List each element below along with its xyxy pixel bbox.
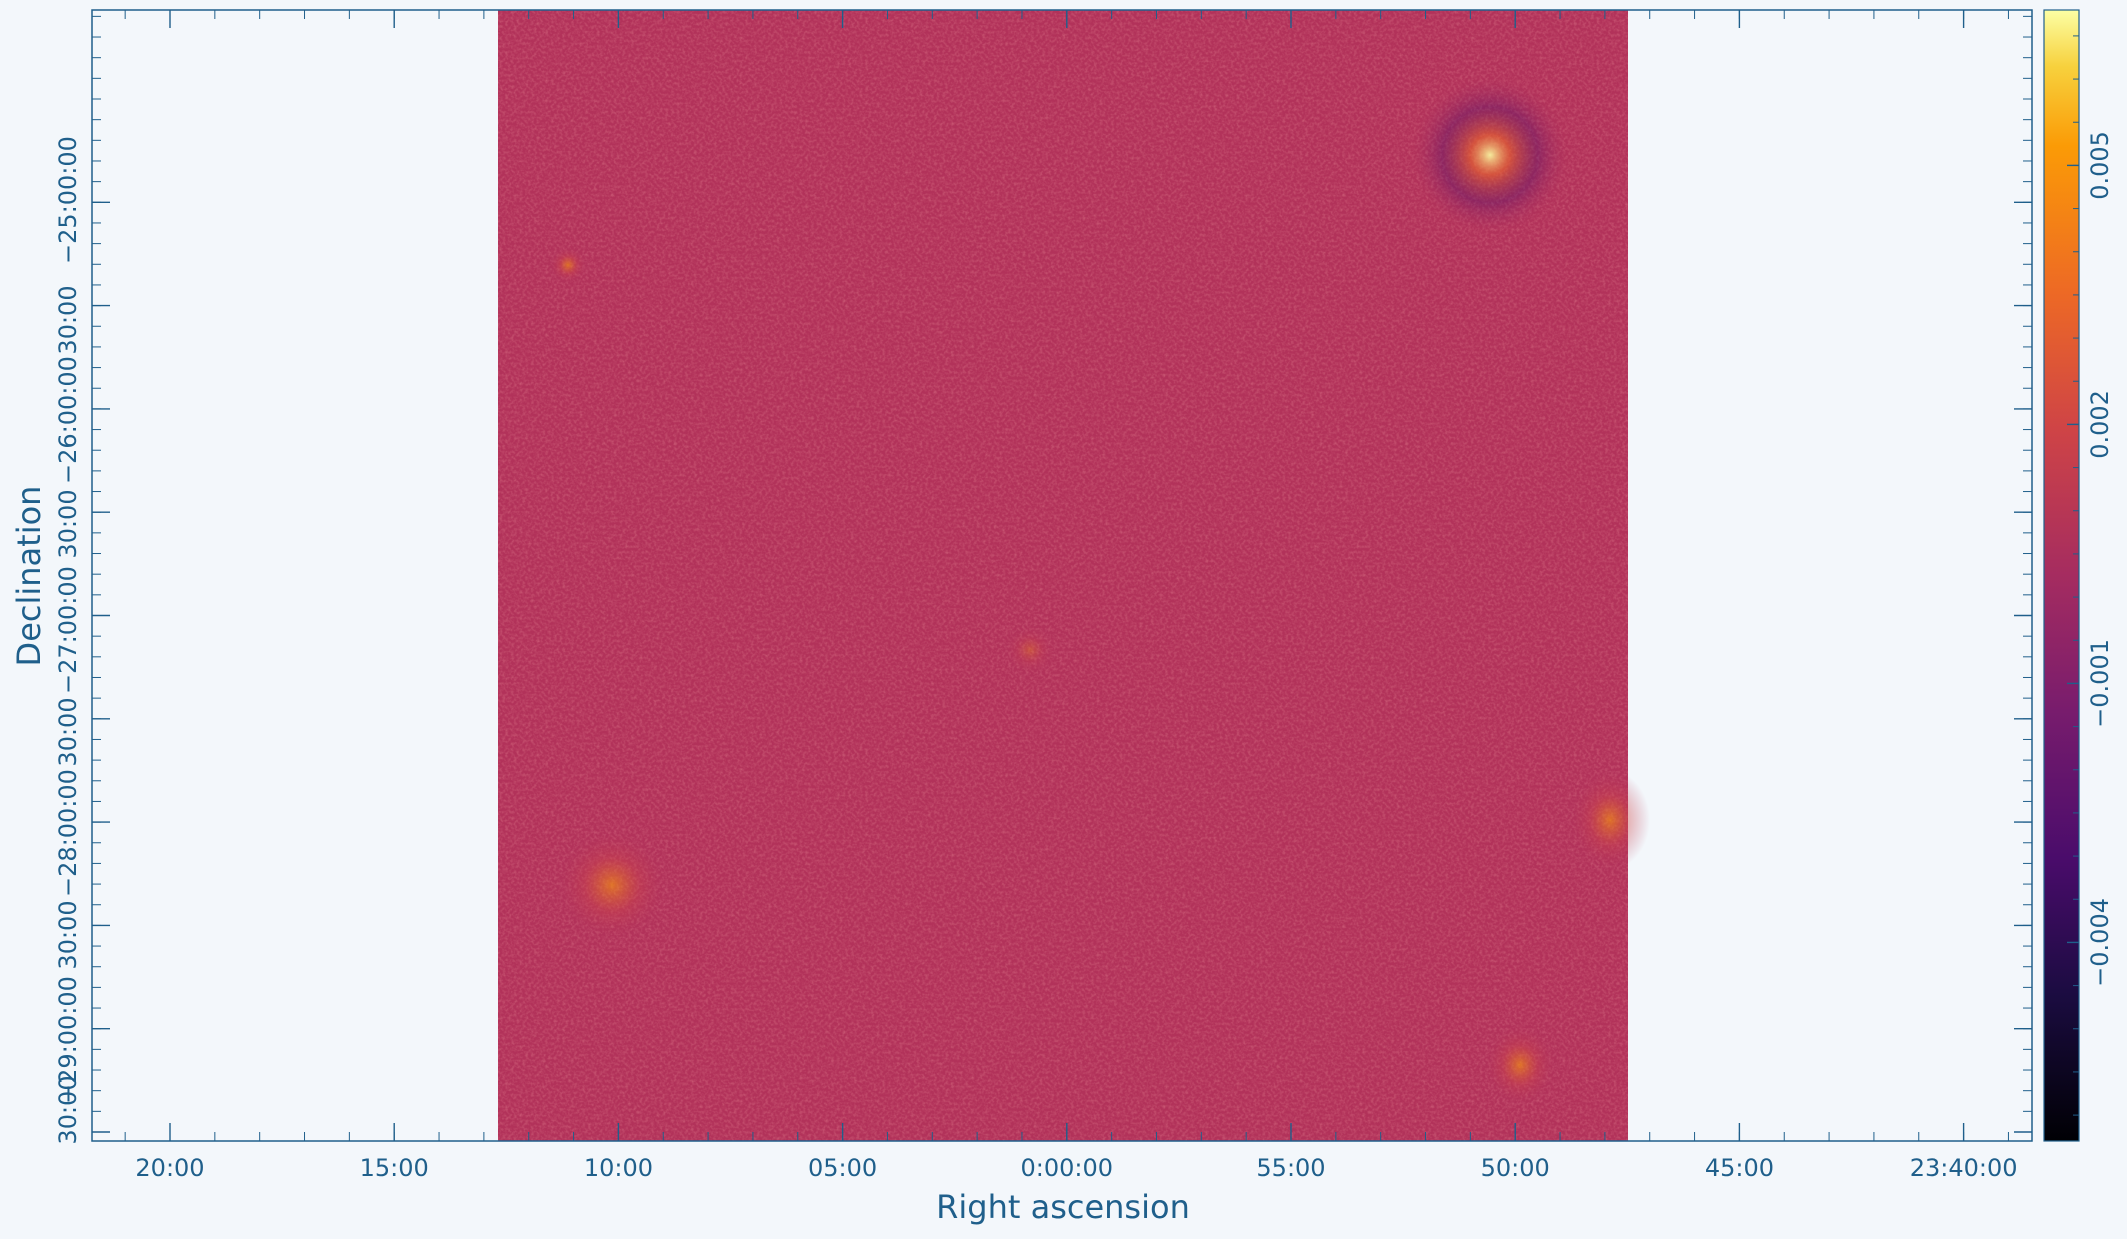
source-center bbox=[1005, 625, 1055, 675]
y-tick-label: 30:00 bbox=[54, 489, 82, 558]
axes-frame bbox=[91, 9, 2033, 1142]
data-image bbox=[498, 10, 1650, 1141]
colorbar: 0.005 0.002 −0.001 −0.004 bbox=[2043, 9, 2114, 1142]
source-bottom-left bbox=[557, 830, 667, 940]
y-tick-label: −25:00:00 bbox=[54, 136, 82, 264]
colorbar-tick-label: 0.002 bbox=[2086, 390, 2114, 459]
y-tick-marks bbox=[92, 15, 2032, 1133]
y-tick-label: −28:00:00 bbox=[54, 769, 82, 897]
x-tick-label: 55:00 bbox=[1256, 1154, 1325, 1182]
y-axis-label: Declination bbox=[10, 486, 48, 667]
source-bottom-right bbox=[1485, 1025, 1555, 1105]
source-left-upper bbox=[550, 247, 586, 283]
colorbar-tick-label: −0.001 bbox=[2086, 639, 2114, 728]
y-tick-label: 30:00 bbox=[54, 1075, 82, 1144]
bright-source-top-right bbox=[1410, 75, 1570, 235]
x-tick-marks bbox=[124, 10, 2009, 1141]
y-tick-label: −27:00:00 bbox=[54, 566, 82, 694]
y-tick-label: 30:00 bbox=[54, 900, 82, 969]
x-tick-label: 15:00 bbox=[360, 1154, 429, 1182]
colorbar-gradient bbox=[2043, 9, 2080, 1142]
y-tick-label: 30:00 bbox=[54, 697, 82, 766]
x-tick-label: 10:00 bbox=[584, 1154, 653, 1182]
x-tick-label: 23:40:00 bbox=[1910, 1154, 2018, 1182]
x-axis-label: Right ascension bbox=[936, 1188, 1190, 1226]
x-tick-label: 20:00 bbox=[135, 1154, 204, 1182]
colorbar-tick-label: 0.005 bbox=[2086, 131, 2114, 200]
x-tick-label: 50:00 bbox=[1481, 1154, 1550, 1182]
x-tick-label: 05:00 bbox=[808, 1154, 877, 1182]
colorbar-ticks: 0.005 0.002 −0.001 −0.004 bbox=[2067, 35, 2114, 1116]
y-tick-label: −26:00:00 bbox=[54, 356, 82, 484]
x-tick-label: 45:00 bbox=[1705, 1154, 1774, 1182]
y-tick-labels: 30:00−29:00:0030:00−28:00:0030:00−27:00:… bbox=[54, 136, 82, 1145]
colorbar-tick-label: −0.004 bbox=[2086, 898, 2114, 987]
y-tick-label: −29:00:00 bbox=[54, 976, 82, 1104]
source-right-middle bbox=[1570, 770, 1650, 870]
y-tick-label: 30:00 bbox=[54, 285, 82, 354]
x-tick-label: 0:00:00 bbox=[1021, 1154, 1114, 1182]
x-tick-labels: 20:00 15:00 10:00 05:00 0:00:00 55:00 50:00 45:… bbox=[135, 1154, 2017, 1182]
